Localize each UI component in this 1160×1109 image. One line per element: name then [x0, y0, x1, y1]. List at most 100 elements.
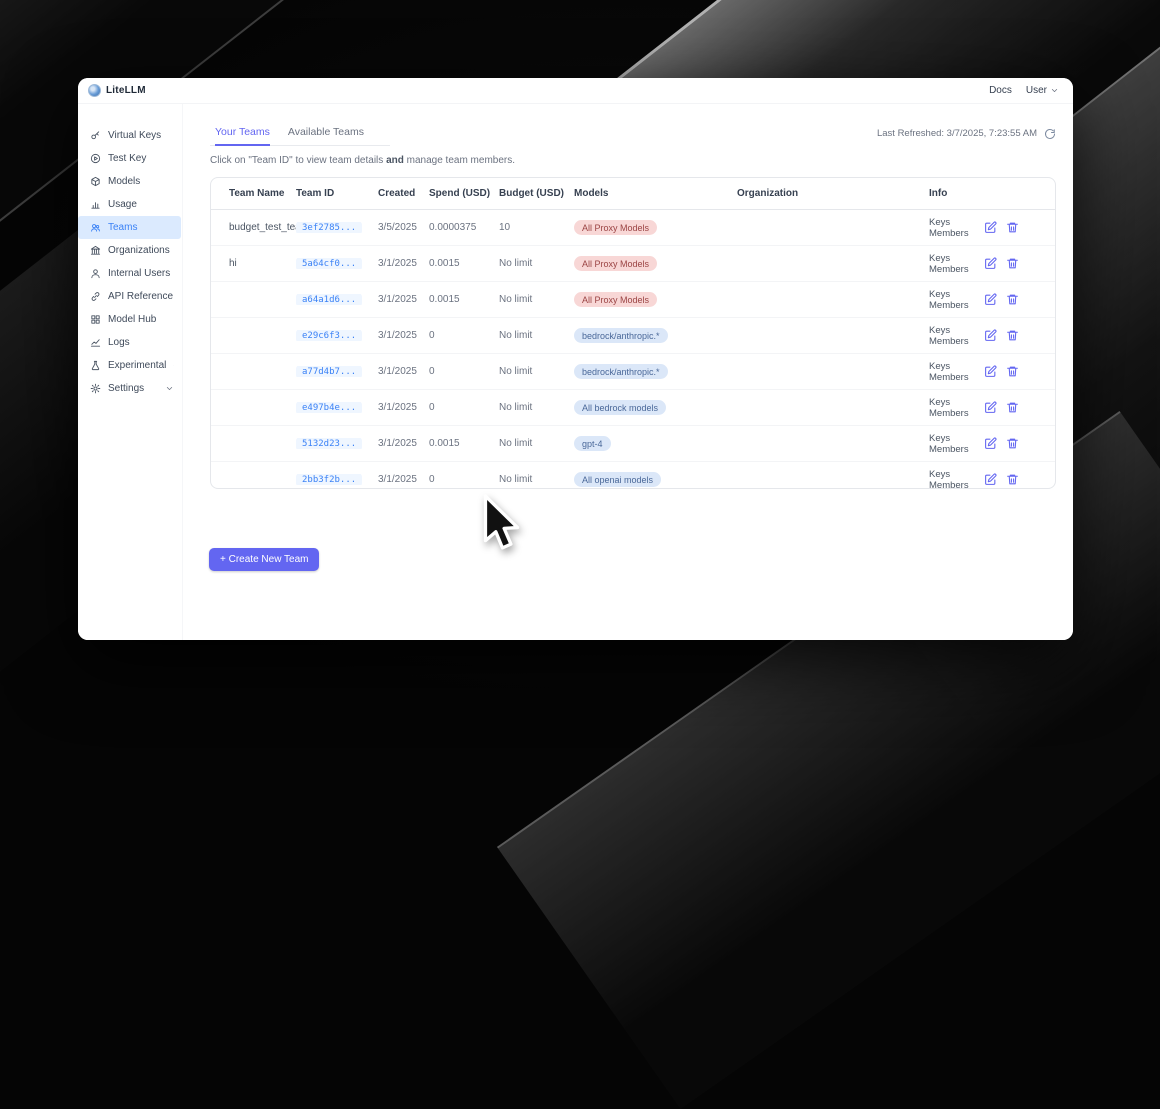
- users-icon: [90, 222, 101, 233]
- edit-team-icon[interactable]: [984, 401, 997, 414]
- keys-label[interactable]: Keys: [929, 432, 951, 444]
- delete-team-icon[interactable]: [1006, 365, 1019, 378]
- line-chart-icon: [90, 337, 101, 348]
- chevron-down-icon: [1050, 86, 1059, 95]
- members-label[interactable]: Members: [929, 407, 969, 419]
- refresh-icon[interactable]: [1044, 127, 1056, 139]
- members-label[interactable]: Members: [929, 443, 969, 455]
- edit-team-icon[interactable]: [984, 473, 997, 486]
- members-label[interactable]: Members: [929, 227, 969, 239]
- sidebar-item-models[interactable]: Models: [78, 170, 182, 193]
- edit-team-icon[interactable]: [984, 365, 997, 378]
- team-id-link[interactable]: 5132d23...: [296, 438, 363, 449]
- keys-label[interactable]: Keys: [929, 288, 951, 300]
- col-team-id: Team ID: [296, 188, 335, 199]
- delete-team-icon[interactable]: [1006, 257, 1019, 270]
- sidebar-item-api-reference[interactable]: API Reference: [78, 285, 182, 308]
- budget-cell: 10: [499, 222, 511, 233]
- spend-cell: 0: [429, 402, 435, 413]
- sidebar-item-test-key[interactable]: Test Key: [78, 147, 182, 170]
- sidebar-item-experimental[interactable]: Experimental: [78, 354, 182, 377]
- sidebar-item-internal-users[interactable]: Internal Users: [78, 262, 182, 285]
- cube-icon: [90, 176, 101, 187]
- spend-cell: 0.0015: [429, 438, 460, 449]
- models-badge: bedrock/anthropic.*: [574, 328, 668, 343]
- docs-link[interactable]: Docs: [989, 85, 1012, 96]
- team-id-link[interactable]: a77d4b7...: [296, 366, 363, 377]
- team-row: e29c6f3... 3/1/2025 0 No limit bedrock/a…: [211, 318, 1055, 354]
- team-id-link[interactable]: 3ef2785...: [296, 222, 363, 233]
- members-label[interactable]: Members: [929, 335, 969, 347]
- col-spend: Spend (USD): [429, 188, 491, 199]
- budget-cell: No limit: [499, 294, 533, 305]
- user-menu[interactable]: User: [1026, 85, 1059, 96]
- models-badge: All Proxy Models: [574, 220, 658, 235]
- delete-team-icon[interactable]: [1006, 221, 1019, 234]
- teams-table-card: Team Name Team ID Created Spend (USD) Bu…: [210, 177, 1056, 489]
- members-label[interactable]: Members: [929, 371, 969, 383]
- keys-label[interactable]: Keys: [929, 360, 951, 372]
- edit-team-icon[interactable]: [984, 257, 997, 270]
- link-icon: [90, 291, 101, 302]
- keys-label[interactable]: Keys: [929, 216, 951, 228]
- edit-team-icon[interactable]: [984, 221, 997, 234]
- keys-label[interactable]: Keys: [929, 252, 951, 264]
- keys-label[interactable]: Keys: [929, 396, 951, 408]
- budget-cell: No limit: [499, 474, 533, 485]
- created-cell: 3/1/2025: [378, 402, 417, 413]
- team-id-link[interactable]: a64a1d6...: [296, 294, 363, 305]
- page-description: Click on "Team ID" to view team details …: [210, 155, 516, 166]
- spend-cell: 0.0015: [429, 294, 460, 305]
- members-label[interactable]: Members: [929, 479, 969, 489]
- tab-available-teams[interactable]: Available Teams: [287, 126, 364, 138]
- delete-team-icon[interactable]: [1006, 329, 1019, 342]
- sidebar-item-teams[interactable]: Teams: [78, 216, 181, 239]
- team-name-cell: hi: [229, 258, 237, 269]
- team-id-link[interactable]: e497b4e...: [296, 402, 363, 413]
- brand: LiteLLM: [88, 84, 146, 97]
- tab-your-teams[interactable]: Your Teams: [215, 126, 270, 146]
- chevron-down-icon: [173, 361, 174, 370]
- models-badge: All Proxy Models: [574, 292, 658, 307]
- sidebar-item-logs[interactable]: Logs: [78, 331, 182, 354]
- created-cell: 3/5/2025: [378, 222, 417, 233]
- budget-cell: No limit: [499, 366, 533, 377]
- sidebar-item-settings[interactable]: Settings: [78, 377, 182, 400]
- team-id-link[interactable]: e29c6f3...: [296, 330, 363, 341]
- members-label[interactable]: Members: [929, 263, 969, 275]
- col-created: Created: [378, 188, 416, 199]
- members-label[interactable]: Members: [929, 299, 969, 311]
- team-row: a77d4b7... 3/1/2025 0 No limit bedrock/a…: [211, 354, 1055, 390]
- sidebar-item-usage[interactable]: Usage: [78, 193, 182, 216]
- main-content: Your Teams Available Teams Last Refreshe…: [183, 104, 1073, 640]
- delete-team-icon[interactable]: [1006, 437, 1019, 450]
- bar-chart-icon: [90, 199, 101, 210]
- budget-cell: No limit: [499, 402, 533, 413]
- created-cell: 3/1/2025: [378, 330, 417, 341]
- info-cell: Keys Members: [929, 361, 984, 383]
- info-cell: Keys Members: [929, 397, 984, 419]
- col-budget: Budget (USD): [499, 188, 564, 199]
- team-id-link[interactable]: 2bb3f2b...: [296, 474, 363, 485]
- delete-team-icon[interactable]: [1006, 293, 1019, 306]
- keys-label[interactable]: Keys: [929, 468, 951, 480]
- bank-icon: [90, 245, 101, 256]
- delete-team-icon[interactable]: [1006, 401, 1019, 414]
- delete-team-icon[interactable]: [1006, 473, 1019, 486]
- team-id-link[interactable]: 5a64cf0...: [296, 258, 363, 269]
- sidebar-item-organizations[interactable]: Organizations: [78, 239, 182, 262]
- keys-label[interactable]: Keys: [929, 324, 951, 336]
- edit-team-icon[interactable]: [984, 329, 997, 342]
- sidebar-item-virtual-keys[interactable]: Virtual Keys: [78, 124, 182, 147]
- play-circle-icon: [90, 153, 101, 164]
- key-icon: [90, 130, 101, 141]
- col-organization: Organization: [737, 188, 799, 199]
- team-row: e497b4e... 3/1/2025 0 No limit All bedro…: [211, 390, 1055, 426]
- spend-cell: 0.0015: [429, 258, 460, 269]
- team-row: budget_test_team 3ef2785... 3/5/2025 0.0…: [211, 210, 1055, 246]
- edit-team-icon[interactable]: [984, 437, 997, 450]
- edit-team-icon[interactable]: [984, 293, 997, 306]
- col-info: Info: [929, 188, 948, 199]
- sidebar-item-model-hub[interactable]: Model Hub: [78, 308, 182, 331]
- create-new-team-button[interactable]: + Create New Team: [209, 548, 320, 571]
